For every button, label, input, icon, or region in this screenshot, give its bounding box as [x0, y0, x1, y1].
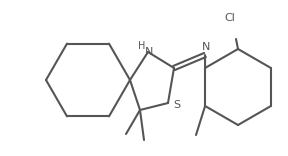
Text: Cl: Cl: [225, 13, 235, 23]
Text: N: N: [145, 47, 153, 57]
Text: H: H: [138, 41, 146, 51]
Text: S: S: [173, 100, 181, 110]
Text: N: N: [202, 42, 210, 52]
